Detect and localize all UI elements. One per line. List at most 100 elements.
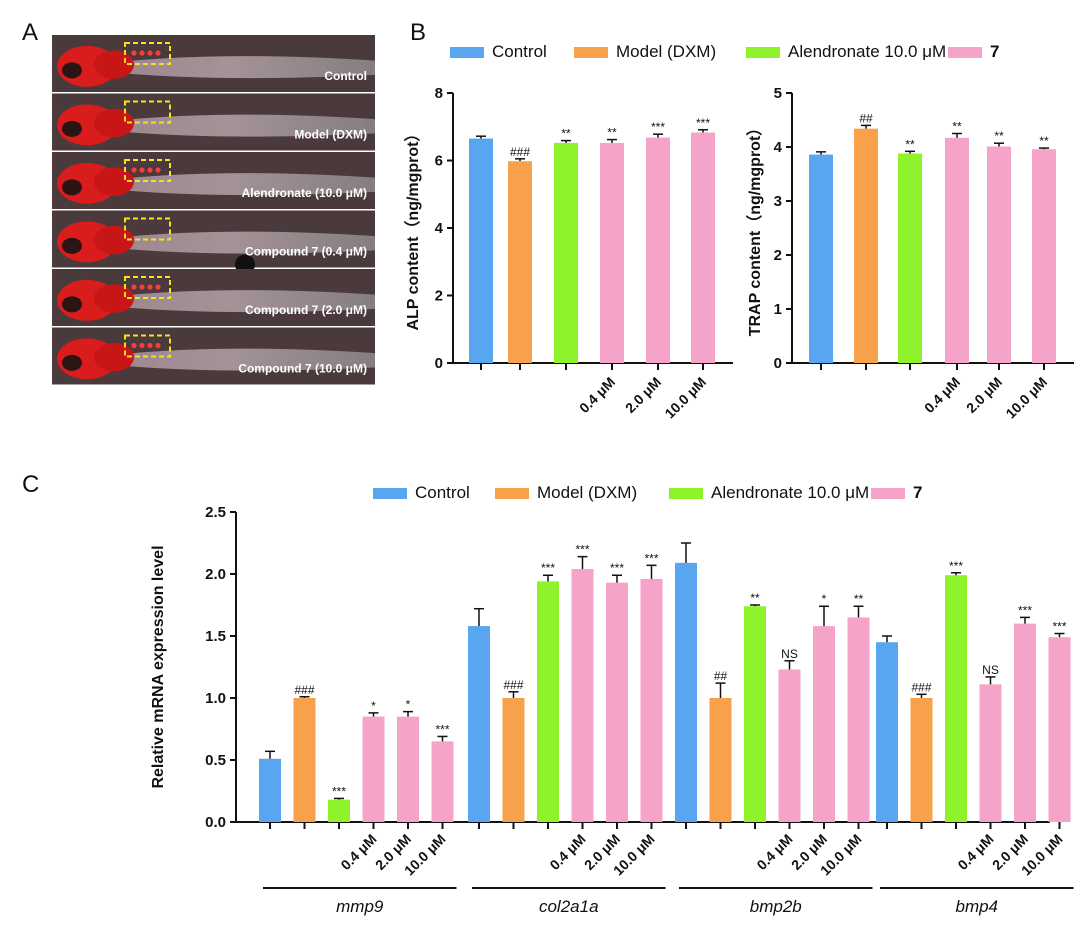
- bar: [847, 617, 870, 822]
- strip-label: Compound 7 (2.0 μM): [245, 303, 367, 317]
- legend-label: Model (DXM): [537, 483, 637, 502]
- significance-label: ***: [575, 543, 589, 557]
- bar: [640, 578, 663, 822]
- fish-eye: [62, 120, 82, 137]
- dose-label: 0.4 μM: [753, 831, 795, 873]
- bar: [987, 146, 1011, 363]
- bar: [469, 138, 493, 363]
- y-tick-label: 0: [774, 355, 782, 372]
- y-tick-label: 0.0: [205, 814, 226, 831]
- significance-label: ###: [911, 680, 931, 694]
- significance-label: ***: [949, 559, 963, 573]
- significance-label: ###: [503, 678, 523, 692]
- bar: [468, 626, 490, 822]
- bar: [431, 741, 454, 822]
- y-axis-title: ALP content（ng/mgprot）: [404, 125, 422, 330]
- bar: [898, 153, 922, 363]
- vertebra-mark: [139, 342, 145, 349]
- y-tick-label: 3: [774, 193, 782, 210]
- dose-label: 0.4 μM: [921, 374, 963, 416]
- significance-label: *: [822, 592, 827, 606]
- significance-label: ***: [696, 116, 710, 130]
- legend-label: Alendronate 10.0 μM: [788, 42, 946, 61]
- bar: [537, 581, 559, 822]
- legend-swatch: [948, 47, 982, 58]
- fish-eye: [62, 62, 82, 79]
- significance-label: ###: [294, 683, 314, 697]
- image-strip: Compound 7 (2.0 μM): [52, 269, 375, 326]
- fish-head-stain: [94, 225, 134, 255]
- bar: [259, 758, 281, 822]
- legend-swatch: [373, 488, 407, 499]
- strip-label: Compound 7 (10.0 μM): [238, 362, 367, 376]
- y-tick-label: 6: [435, 153, 443, 170]
- fish-head-stain: [94, 167, 134, 196]
- vertebra-mark: [147, 284, 153, 290]
- significance-label: NS: [781, 647, 798, 661]
- fish-body: [82, 173, 375, 196]
- bar: [675, 562, 697, 822]
- legend-label: 7: [990, 42, 999, 61]
- vertebra-mark: [147, 167, 153, 173]
- panel-letter-c: C: [22, 471, 39, 498]
- significance-label: **: [1039, 134, 1049, 148]
- panel-letter-b: B: [410, 19, 426, 46]
- y-axis-title: TRAP content（ng/mgprot）: [746, 120, 764, 337]
- significance-label: ***: [541, 561, 555, 575]
- vertebra-mark: [155, 50, 161, 56]
- bar: [328, 799, 350, 822]
- legend-swatch: [495, 488, 529, 499]
- dose-label: 0.4 μM: [337, 831, 379, 873]
- bar: [571, 569, 594, 822]
- y-tick-label: 0: [435, 355, 443, 372]
- strip-label: Model (DXM): [294, 128, 367, 142]
- significance-label: ##: [714, 669, 728, 683]
- significance-label: ###: [510, 145, 530, 159]
- image-strip: Control: [52, 35, 375, 92]
- fish-head-stain: [94, 342, 134, 372]
- legend-label: Control: [415, 483, 470, 502]
- dose-label: 10.0 μM: [661, 374, 709, 422]
- bar: [778, 669, 801, 822]
- mrna-chart: 0.0 0.5 1.0 1.5 2.0 2.5 Relative mRNA expressi…: [150, 504, 1074, 916]
- vertebra-mark: [155, 284, 161, 290]
- vertebra-mark: [131, 167, 137, 173]
- y-tick-label: 2: [774, 247, 782, 264]
- region-box: [124, 334, 171, 358]
- legend-swatch: [669, 488, 703, 499]
- legend-swatch: [450, 47, 484, 58]
- y-tick-label: 1.5: [205, 628, 226, 645]
- significance-label: **: [905, 137, 915, 151]
- dose-label: 0.4 μM: [954, 831, 996, 873]
- significance-label: **: [561, 127, 571, 141]
- significance-label: *: [371, 699, 376, 713]
- significance-label: ***: [435, 722, 449, 736]
- y-tick-label: 4: [435, 220, 444, 237]
- y-tick-label: 5: [774, 85, 782, 102]
- bar: [945, 575, 967, 822]
- bar: [809, 154, 833, 363]
- y-tick-label: 1: [774, 301, 782, 318]
- significance-label: ***: [1018, 603, 1032, 617]
- y-tick-label: 0.5: [205, 752, 226, 769]
- zebrafish-image-panel: Control Model (DXM) Alendronate (10.0 μM) C…: [52, 35, 375, 385]
- bar: [876, 642, 898, 822]
- legend-label: Model (DXM): [616, 42, 716, 61]
- legend-label: 7: [913, 483, 922, 502]
- fish-head-stain: [94, 284, 134, 313]
- gene-label: bmp4: [955, 897, 998, 916]
- significance-label: *: [406, 698, 411, 712]
- fish-body: [82, 231, 375, 254]
- significance-label: NS: [982, 663, 999, 677]
- bar: [945, 137, 969, 363]
- significance-label: ##: [859, 111, 873, 125]
- significance-label: ***: [651, 120, 665, 134]
- bar: [293, 698, 316, 822]
- gene-label: col2a1a: [539, 897, 599, 916]
- bar: [813, 626, 835, 822]
- legend-label: Alendronate 10.0 μM: [711, 483, 869, 502]
- fish-eye: [62, 179, 82, 196]
- legend-bottom: Control Model (DXM) Alendronate 10.0 μM 7: [373, 483, 922, 502]
